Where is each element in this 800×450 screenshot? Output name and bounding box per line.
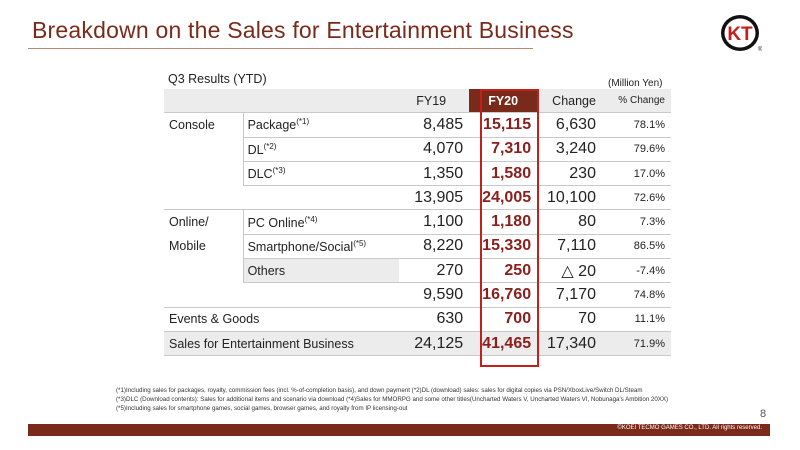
cell-pct: 17.0% [599,161,671,187]
cell-fy20: 15,115 [469,112,538,138]
koei-tecmo-logo-icon: KT ® [721,15,762,53]
footer-bar: ©KOEI TECMO GAMES CO., LTD. All rights r… [28,424,770,436]
row-label-empty [243,282,400,308]
cell-fy20: 250 [469,258,538,284]
cell-fy19: 13,905 [399,185,470,211]
table-row: Events & Goods 630 700 70 11.1% [164,307,671,332]
table-row: Console Package(*1) 8,485 15,115 6,630 7… [164,112,671,138]
cell-pct: 86.5% [599,234,671,260]
cell-pct: 71.9% [599,331,671,357]
sales-breakdown-table: FY19 FY20 Change % Change Console Packag… [164,89,671,357]
copyright-text: ©KOEI TECMO GAMES CO., LTD. All rights r… [617,425,762,431]
row-label-events: Events & Goods [164,307,400,332]
cell-pct: 11.1% [599,307,671,332]
table-row: DLC(*3) 1,350 1,580 230 17.0% [164,161,671,187]
cell-fy19: 8,485 [399,112,470,138]
units-label: (Million Yen) [608,78,663,89]
table-subtitle: Q3 Results (YTD) [168,72,267,86]
cell-fy20: 1,180 [469,209,538,235]
category-spacer [164,282,244,308]
category-spacer [164,137,243,161]
row-label-empty [243,185,400,211]
cell-change: 7,110 [537,234,600,260]
row-label: DL(*2) [242,137,400,162]
header-change: Change [537,89,600,114]
page-title: Breakdown on the Sales for Entertainment… [32,17,574,43]
row-label: PC Online(*4) [242,209,400,235]
category-online: Online/ [169,215,209,230]
cell-change: 7,170 [537,282,600,308]
footnote-line: (*1)Including sales for packages, royalt… [116,387,643,394]
cell-fy19: 9,590 [399,282,470,308]
cell-fy20: 41,465 [469,331,538,357]
category-console: Console [169,118,215,133]
subtotal-row: 9,590 16,760 7,170 74.8% [164,282,671,308]
table-row: DL(*2) 4,070 7,310 3,240 79.6% [164,137,671,162]
cell-change: 6,630 [537,112,600,138]
footnote-line: (*3)DLC (Download contents): Sales for a… [116,395,669,403]
page-number: 8 [760,408,767,420]
category-spacer [164,259,243,283]
header-fy20: FY20 [469,89,538,114]
cell-fy19: 270 [399,258,470,284]
cell-pct: 72.6% [599,185,671,211]
logo-registered: ® [758,46,762,53]
cell-change: △ 20 [537,258,600,284]
header-pct-change: % Change [599,89,671,114]
cell-fy19: 630 [399,307,470,332]
row-label: Smartphone/Social(*5) [242,234,400,260]
table-row: Online/ PC Online(*4) 1,100 1,180 80 7.3… [164,209,671,235]
cell-change: 17,340 [537,331,600,357]
cell-pct: -7.4% [599,258,671,284]
category-spacer [164,161,243,185]
cell-fy19: 1,350 [399,161,470,187]
cell-fy20: 700 [469,307,538,332]
cell-fy20: 7,310 [469,137,538,162]
category-mobile: Mobile [169,239,206,254]
row-label: DLC(*3) [242,161,400,187]
cell-fy20: 24,005 [469,185,538,211]
header-blank [243,89,400,114]
cell-change: 80 [537,209,600,235]
row-label-total: Sales for Entertainment Business [164,331,400,357]
cell-fy20: 15,330 [469,234,538,260]
cell-change: 230 [537,161,600,187]
cell-pct: 7.3% [599,209,671,235]
cell-fy20: 16,760 [469,282,538,308]
table-row: Mobile Smartphone/Social(*5) 8,220 15,33… [164,234,671,260]
header-blank [164,89,244,114]
cell-change: 70 [537,307,600,332]
footnote-line: (*5)Including sales for smartphone games… [116,404,408,412]
cell-pct: 78.1% [599,112,671,138]
logo-text: KT [727,24,753,45]
title-underline [28,48,533,49]
subtotal-row: 13,905 24,005 10,100 72.6% [164,185,671,211]
table-row: Others 270 250 △ 20 -7.4% [164,258,671,284]
row-label: Package(*1) [242,112,400,138]
category-spacer [164,185,244,211]
footnotes: (*1)Including sales for packages, royalt… [116,387,668,413]
cell-fy19: 8,220 [399,234,470,260]
cell-fy19: 1,100 [399,209,470,235]
cell-fy20: 1,580 [469,161,538,187]
cell-fy19: 24,125 [399,331,470,357]
row-label: Others [242,258,400,284]
cell-change: 10,100 [537,185,600,211]
cell-pct: 74.8% [599,282,671,308]
header-row: FY19 FY20 Change % Change [164,89,671,114]
header-fy19: FY19 [399,89,470,114]
cell-pct: 79.6% [599,137,671,162]
cell-fy19: 4,070 [399,137,470,162]
cell-change: 3,240 [537,137,600,162]
total-row: Sales for Entertainment Business 24,125 … [164,331,671,357]
